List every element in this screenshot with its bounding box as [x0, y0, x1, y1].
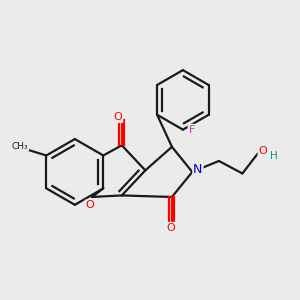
Text: F: F	[188, 124, 195, 135]
Text: O: O	[85, 200, 94, 210]
Text: O: O	[166, 223, 175, 233]
Text: O: O	[258, 146, 267, 156]
Text: CH₃: CH₃	[12, 142, 28, 151]
Text: O: O	[114, 112, 122, 122]
Text: N: N	[193, 163, 203, 176]
Text: H: H	[271, 151, 278, 161]
